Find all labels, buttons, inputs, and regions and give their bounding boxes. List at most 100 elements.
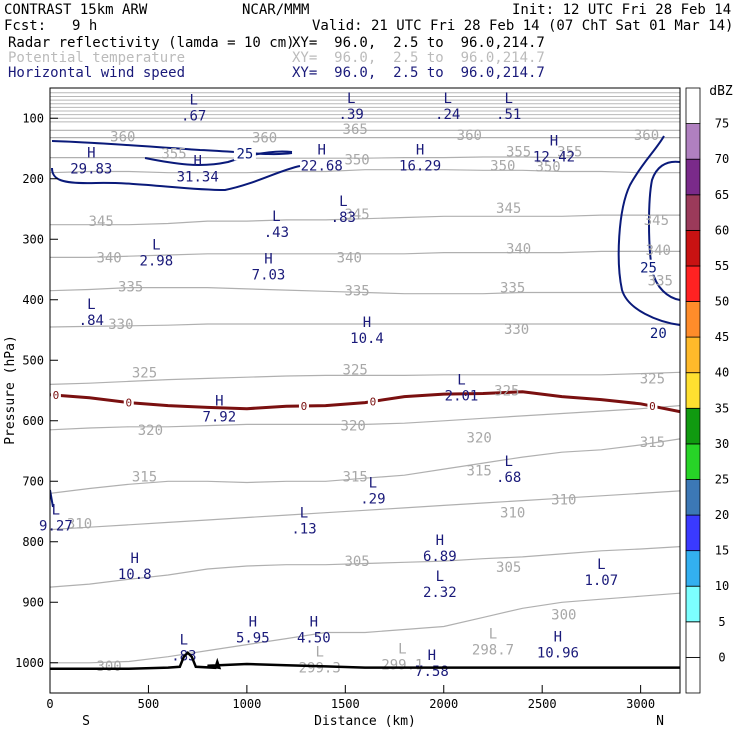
fcst-value: 9 h xyxy=(72,18,98,34)
colorbar-level: 35 xyxy=(715,401,729,415)
theta-label: 360 xyxy=(634,128,659,144)
extremum-value: 10.8 xyxy=(118,567,152,583)
org-label: NCAR/MMM xyxy=(242,2,310,18)
extremum-value: 6.89 xyxy=(423,549,457,565)
freezing-label-bg xyxy=(298,399,309,412)
theta-contour-lines xyxy=(50,129,680,664)
theta-label: 310 xyxy=(500,506,525,522)
extremum-type: L xyxy=(457,373,465,389)
extremum-type: L xyxy=(180,633,188,649)
theta-contour-300 xyxy=(50,592,680,664)
theta-label: 320 xyxy=(467,431,492,447)
extremum-type: L xyxy=(369,475,377,491)
colorbar-level: 15 xyxy=(715,544,729,558)
jet-contour-inner xyxy=(144,150,293,166)
wind-extrema-labels: L.67L.39L.24L.51H29.83H31.34H22.68H16.29… xyxy=(39,91,618,680)
extremum-type: H xyxy=(554,630,562,646)
wind-label-bg xyxy=(647,325,670,341)
extremum-value: 22.68 xyxy=(301,159,343,175)
theta-extremum-type: L xyxy=(315,645,323,661)
freezing-label: 0 xyxy=(301,400,308,413)
colorbar-level: 20 xyxy=(715,508,729,522)
theta-label: 310 xyxy=(67,517,92,533)
x-tick-label: 500 xyxy=(138,697,160,711)
colorbar-level: 50 xyxy=(715,295,729,309)
colorbar-swatch xyxy=(685,123,701,160)
theta-contour-350 xyxy=(50,169,680,174)
colorbar-level: 10 xyxy=(715,579,729,593)
axes: 0 500 1000 1500 2000 2500 30001002003004005006… xyxy=(15,111,655,711)
x-tick-label: 2500 xyxy=(528,697,557,711)
x-tick-label: 1000 xyxy=(232,697,261,711)
extremum-type: L xyxy=(52,503,60,519)
field-wind-xy: XY= 96.0, 2.5 to 96.0,214.7 xyxy=(292,65,545,81)
theta-label: 345 xyxy=(644,213,669,229)
theta-label: 355 xyxy=(161,146,186,162)
extremum-value: .51 xyxy=(496,107,521,123)
fcst-label: Fcst: xyxy=(4,18,47,34)
theta-label: 335 xyxy=(648,273,673,289)
colorbar-swatch xyxy=(685,585,701,623)
y-tick-label: 300 xyxy=(22,232,44,246)
x-tick-label: 2000 xyxy=(429,697,458,711)
extremum-value: .39 xyxy=(339,107,364,123)
extremum-type: L xyxy=(189,92,197,108)
theta-label: 300 xyxy=(96,659,121,675)
x-axis-title: Distance (km) xyxy=(314,714,416,729)
field-theta-xy: XY= 96.0, 2.5 to 96.0,214.7 xyxy=(292,50,545,66)
theta-contour-345 xyxy=(50,214,680,226)
freezing-level-line xyxy=(50,390,680,414)
jet-contour-25-east xyxy=(648,160,680,301)
extremum-type: H xyxy=(264,252,272,268)
theta-label: 350 xyxy=(490,158,515,174)
theta-label: 320 xyxy=(138,423,163,439)
theta-contour-320 xyxy=(50,405,680,431)
extremum-type: L xyxy=(443,91,451,107)
freezing-label: 0 xyxy=(125,397,132,410)
theta-label: 305 xyxy=(344,554,369,570)
theta-label: 350 xyxy=(535,160,560,176)
extremum-value: .43 xyxy=(264,225,289,241)
colorbar-swatch xyxy=(685,194,701,231)
extremum-type: H xyxy=(317,143,325,159)
extremum-type: H xyxy=(130,551,138,567)
extremum-value: 2.01 xyxy=(445,389,479,405)
y-tick-label: 700 xyxy=(22,474,44,488)
colorbar-swatch xyxy=(685,87,701,124)
freezing-label: 0 xyxy=(370,395,377,408)
wind-speed-contours xyxy=(50,135,680,508)
jet-contour-20-west xyxy=(51,165,301,192)
theta-label: 305 xyxy=(496,560,521,576)
theta-label: 360 xyxy=(110,129,135,145)
theta-label: 335 xyxy=(500,281,525,297)
colorbar-swatch xyxy=(685,336,701,374)
colorbar-level: 25 xyxy=(715,473,729,487)
theta-label: 315 xyxy=(132,469,157,485)
wind-label-bg xyxy=(233,145,256,161)
extremum-value: 5.95 xyxy=(236,631,270,647)
theta-label: 335 xyxy=(118,279,143,295)
y-axis-title: Pressure (hPa) xyxy=(3,335,18,445)
extremum-type: L xyxy=(152,238,160,254)
theta-label: 325 xyxy=(640,371,665,387)
extremum-type: L xyxy=(87,297,95,313)
extremum-type: H xyxy=(428,648,436,664)
extremum-type: H xyxy=(416,143,424,159)
extremum-type: L xyxy=(504,454,512,470)
extremum-type: H xyxy=(550,134,558,150)
extremum-value: 2.32 xyxy=(423,585,457,601)
colorbar-level: 0 xyxy=(718,650,725,664)
theta-contour-325 xyxy=(50,371,680,385)
colorbar-level: 30 xyxy=(715,437,729,451)
x-axis-left-label: S xyxy=(82,714,90,729)
theta-label: 315 xyxy=(467,463,492,479)
freezing-label-bg xyxy=(367,395,378,408)
y-tick-label: 600 xyxy=(22,414,44,428)
theta-label: 310 xyxy=(551,492,576,508)
jet-contour-20-east xyxy=(617,135,680,326)
theta-contour-310 xyxy=(50,490,680,531)
extremum-type: L xyxy=(339,194,347,210)
colorbar-swatch xyxy=(685,443,701,480)
extremum-type: H xyxy=(249,615,257,631)
